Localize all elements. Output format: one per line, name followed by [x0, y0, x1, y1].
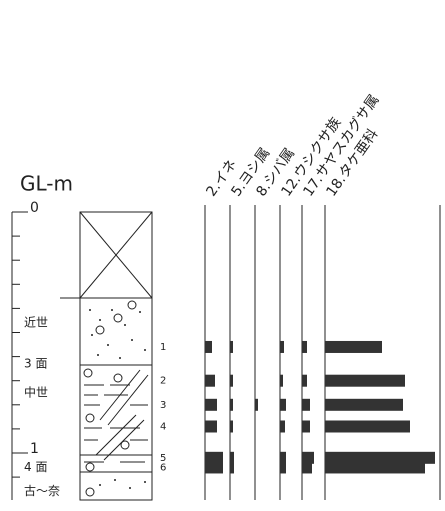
- layer-label: 近世: [24, 315, 48, 329]
- y-axis-label: GL-m: [20, 172, 73, 196]
- bar: [325, 398, 403, 411]
- bar: [325, 420, 410, 433]
- bar: [280, 451, 286, 464]
- sample-label: 1: [160, 342, 166, 353]
- bar: [230, 451, 234, 464]
- bar: [230, 340, 233, 353]
- bar: [325, 374, 405, 387]
- bar: [280, 420, 285, 433]
- bar: [205, 398, 217, 411]
- bar: [205, 461, 223, 474]
- bar: [205, 374, 215, 387]
- lithology-column: [60, 211, 153, 501]
- y-tick-label: 1: [30, 441, 39, 457]
- bar: [255, 398, 258, 411]
- sample-label: 2: [160, 376, 166, 387]
- bar: [230, 374, 233, 387]
- bar: [205, 340, 212, 353]
- bar: [302, 398, 310, 411]
- bar: [325, 340, 382, 353]
- layer-label: 3 面: [24, 356, 47, 370]
- sample-label: 4: [160, 421, 166, 432]
- bar: [302, 451, 314, 464]
- bar: [325, 451, 435, 464]
- sample-label: 6: [160, 462, 166, 473]
- bar: [280, 340, 284, 353]
- bar: [205, 420, 217, 433]
- bar: [302, 420, 310, 433]
- layer-label: 中世: [24, 384, 48, 399]
- bar: [302, 340, 307, 353]
- bar: [280, 461, 286, 474]
- bar: [205, 451, 223, 464]
- sample-label: 3: [160, 400, 166, 411]
- bar: [230, 420, 233, 433]
- bar: [302, 374, 307, 387]
- y-tick-label: 0: [30, 200, 39, 216]
- sample-label: 5: [160, 453, 166, 464]
- bar: [230, 398, 233, 411]
- bar: [302, 461, 312, 474]
- bar: [325, 461, 425, 474]
- bar: [280, 374, 283, 387]
- bar: [230, 461, 234, 474]
- layer-label: 4 面: [24, 460, 47, 474]
- bar: [280, 398, 286, 411]
- layer-label: 古〜奈: [24, 483, 60, 498]
